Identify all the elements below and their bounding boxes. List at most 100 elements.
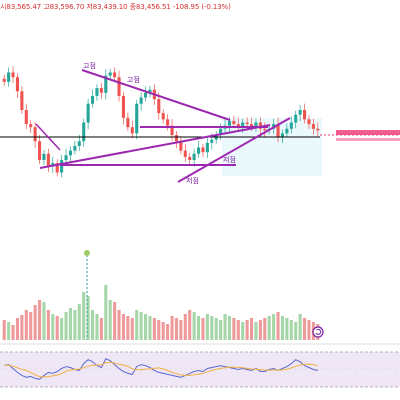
candle-body[interactable] <box>188 156 192 160</box>
candle-body[interactable] <box>280 133 285 137</box>
candles-group <box>2 66 320 178</box>
candle-body[interactable] <box>254 122 258 128</box>
volume-bar <box>258 320 262 340</box>
current-price-marker <box>320 130 400 141</box>
volume-bar <box>113 302 117 340</box>
candle-body[interactable] <box>113 72 117 78</box>
candle-body[interactable] <box>276 124 280 137</box>
candle-body[interactable] <box>219 128 223 135</box>
candle-body[interactable] <box>126 117 130 128</box>
candle-body[interactable] <box>104 75 108 93</box>
volume-bar <box>108 300 112 340</box>
candle-body[interactable] <box>170 125 174 135</box>
candle-body[interactable] <box>263 128 267 131</box>
candle-body[interactable] <box>130 127 134 134</box>
volume-bar <box>29 312 33 340</box>
candle-body[interactable] <box>64 155 68 160</box>
candle-body[interactable] <box>174 135 179 142</box>
candle-body[interactable] <box>139 97 143 104</box>
candle-body[interactable] <box>117 77 121 96</box>
candle-body[interactable] <box>166 119 170 126</box>
change-value: -108.95 (-0.13%) <box>172 3 231 11</box>
candle-body[interactable] <box>108 72 112 76</box>
candle-body[interactable] <box>294 114 298 123</box>
rsi-band <box>0 352 400 387</box>
candle-body[interactable] <box>249 124 254 128</box>
volume-bar <box>232 318 236 340</box>
candle-body[interactable] <box>60 160 64 173</box>
candle-body[interactable] <box>302 110 307 120</box>
candle-body[interactable] <box>90 95 95 104</box>
volume-bar <box>7 322 11 340</box>
candle-body[interactable] <box>68 150 73 156</box>
candle-body[interactable] <box>205 142 209 153</box>
candle-body[interactable] <box>183 150 187 157</box>
volume-bar <box>170 316 174 340</box>
candle-body[interactable] <box>236 124 240 128</box>
candle-body[interactable] <box>258 122 262 129</box>
annotation-high-1: 고점 <box>83 62 96 70</box>
upper-trendline[interactable] <box>81 69 231 121</box>
candle-body[interactable] <box>82 122 86 142</box>
lower-trendline[interactable] <box>39 124 271 169</box>
candle-body[interactable] <box>95 88 99 96</box>
candle-body[interactable] <box>192 153 196 160</box>
candle-body[interactable] <box>46 153 50 167</box>
volume-bar <box>289 320 293 340</box>
current-price-flag <box>336 130 400 135</box>
candle-body[interactable] <box>307 119 311 125</box>
candle-body[interactable] <box>99 88 103 93</box>
candle-body[interactable] <box>143 92 148 98</box>
candle-body[interactable] <box>161 113 165 120</box>
candle-body[interactable] <box>7 72 11 82</box>
trendlines-group <box>0 69 320 183</box>
candle-body[interactable] <box>33 127 37 142</box>
volume-bar <box>152 318 156 340</box>
volume-bar <box>179 320 183 340</box>
candle-body[interactable] <box>73 145 77 151</box>
left-trendline[interactable] <box>35 123 61 151</box>
channel-trendline[interactable] <box>177 117 291 183</box>
candle-body[interactable] <box>121 95 126 118</box>
candle-body[interactable] <box>196 147 201 154</box>
replay-icon[interactable] <box>312 326 324 338</box>
candle-body[interactable] <box>157 99 161 114</box>
candle-body[interactable] <box>2 78 6 82</box>
candle-body[interactable] <box>316 128 320 131</box>
candle-body[interactable] <box>227 120 232 126</box>
candle-body[interactable] <box>29 124 33 128</box>
candle-body[interactable] <box>311 124 315 129</box>
volume-bar <box>77 304 81 340</box>
candle-body[interactable] <box>232 120 236 125</box>
candle-body[interactable] <box>15 77 20 92</box>
candle-body[interactable] <box>37 141 42 160</box>
candle-body[interactable] <box>55 163 59 173</box>
candle-body[interactable] <box>201 147 205 153</box>
high-value: 83,596.70 <box>49 3 85 11</box>
volume-bar <box>46 310 50 340</box>
candle-body[interactable] <box>11 72 15 78</box>
open-label: 시 <box>0 3 7 11</box>
candle-body[interactable] <box>210 139 214 143</box>
volume-bar <box>37 300 42 340</box>
candle-body[interactable] <box>148 89 152 93</box>
candle-body[interactable] <box>135 103 139 134</box>
volume-bar <box>82 292 86 340</box>
volume-bar <box>263 318 267 340</box>
candle-body[interactable] <box>245 122 249 125</box>
candle-body[interactable] <box>241 122 245 128</box>
volume-bar <box>139 312 143 340</box>
candle-body[interactable] <box>289 122 293 129</box>
candle-body[interactable] <box>24 110 28 125</box>
volume-bar <box>272 314 276 340</box>
rsi-pane <box>0 351 400 388</box>
volume-bar <box>214 318 218 340</box>
candle-body[interactable] <box>86 103 90 123</box>
candle-body[interactable] <box>179 141 183 151</box>
candle-body[interactable] <box>298 110 302 115</box>
candle-body[interactable] <box>20 91 24 110</box>
candle-body[interactable] <box>77 141 81 146</box>
candle-body[interactable] <box>285 128 289 134</box>
candle-body[interactable] <box>42 153 46 160</box>
